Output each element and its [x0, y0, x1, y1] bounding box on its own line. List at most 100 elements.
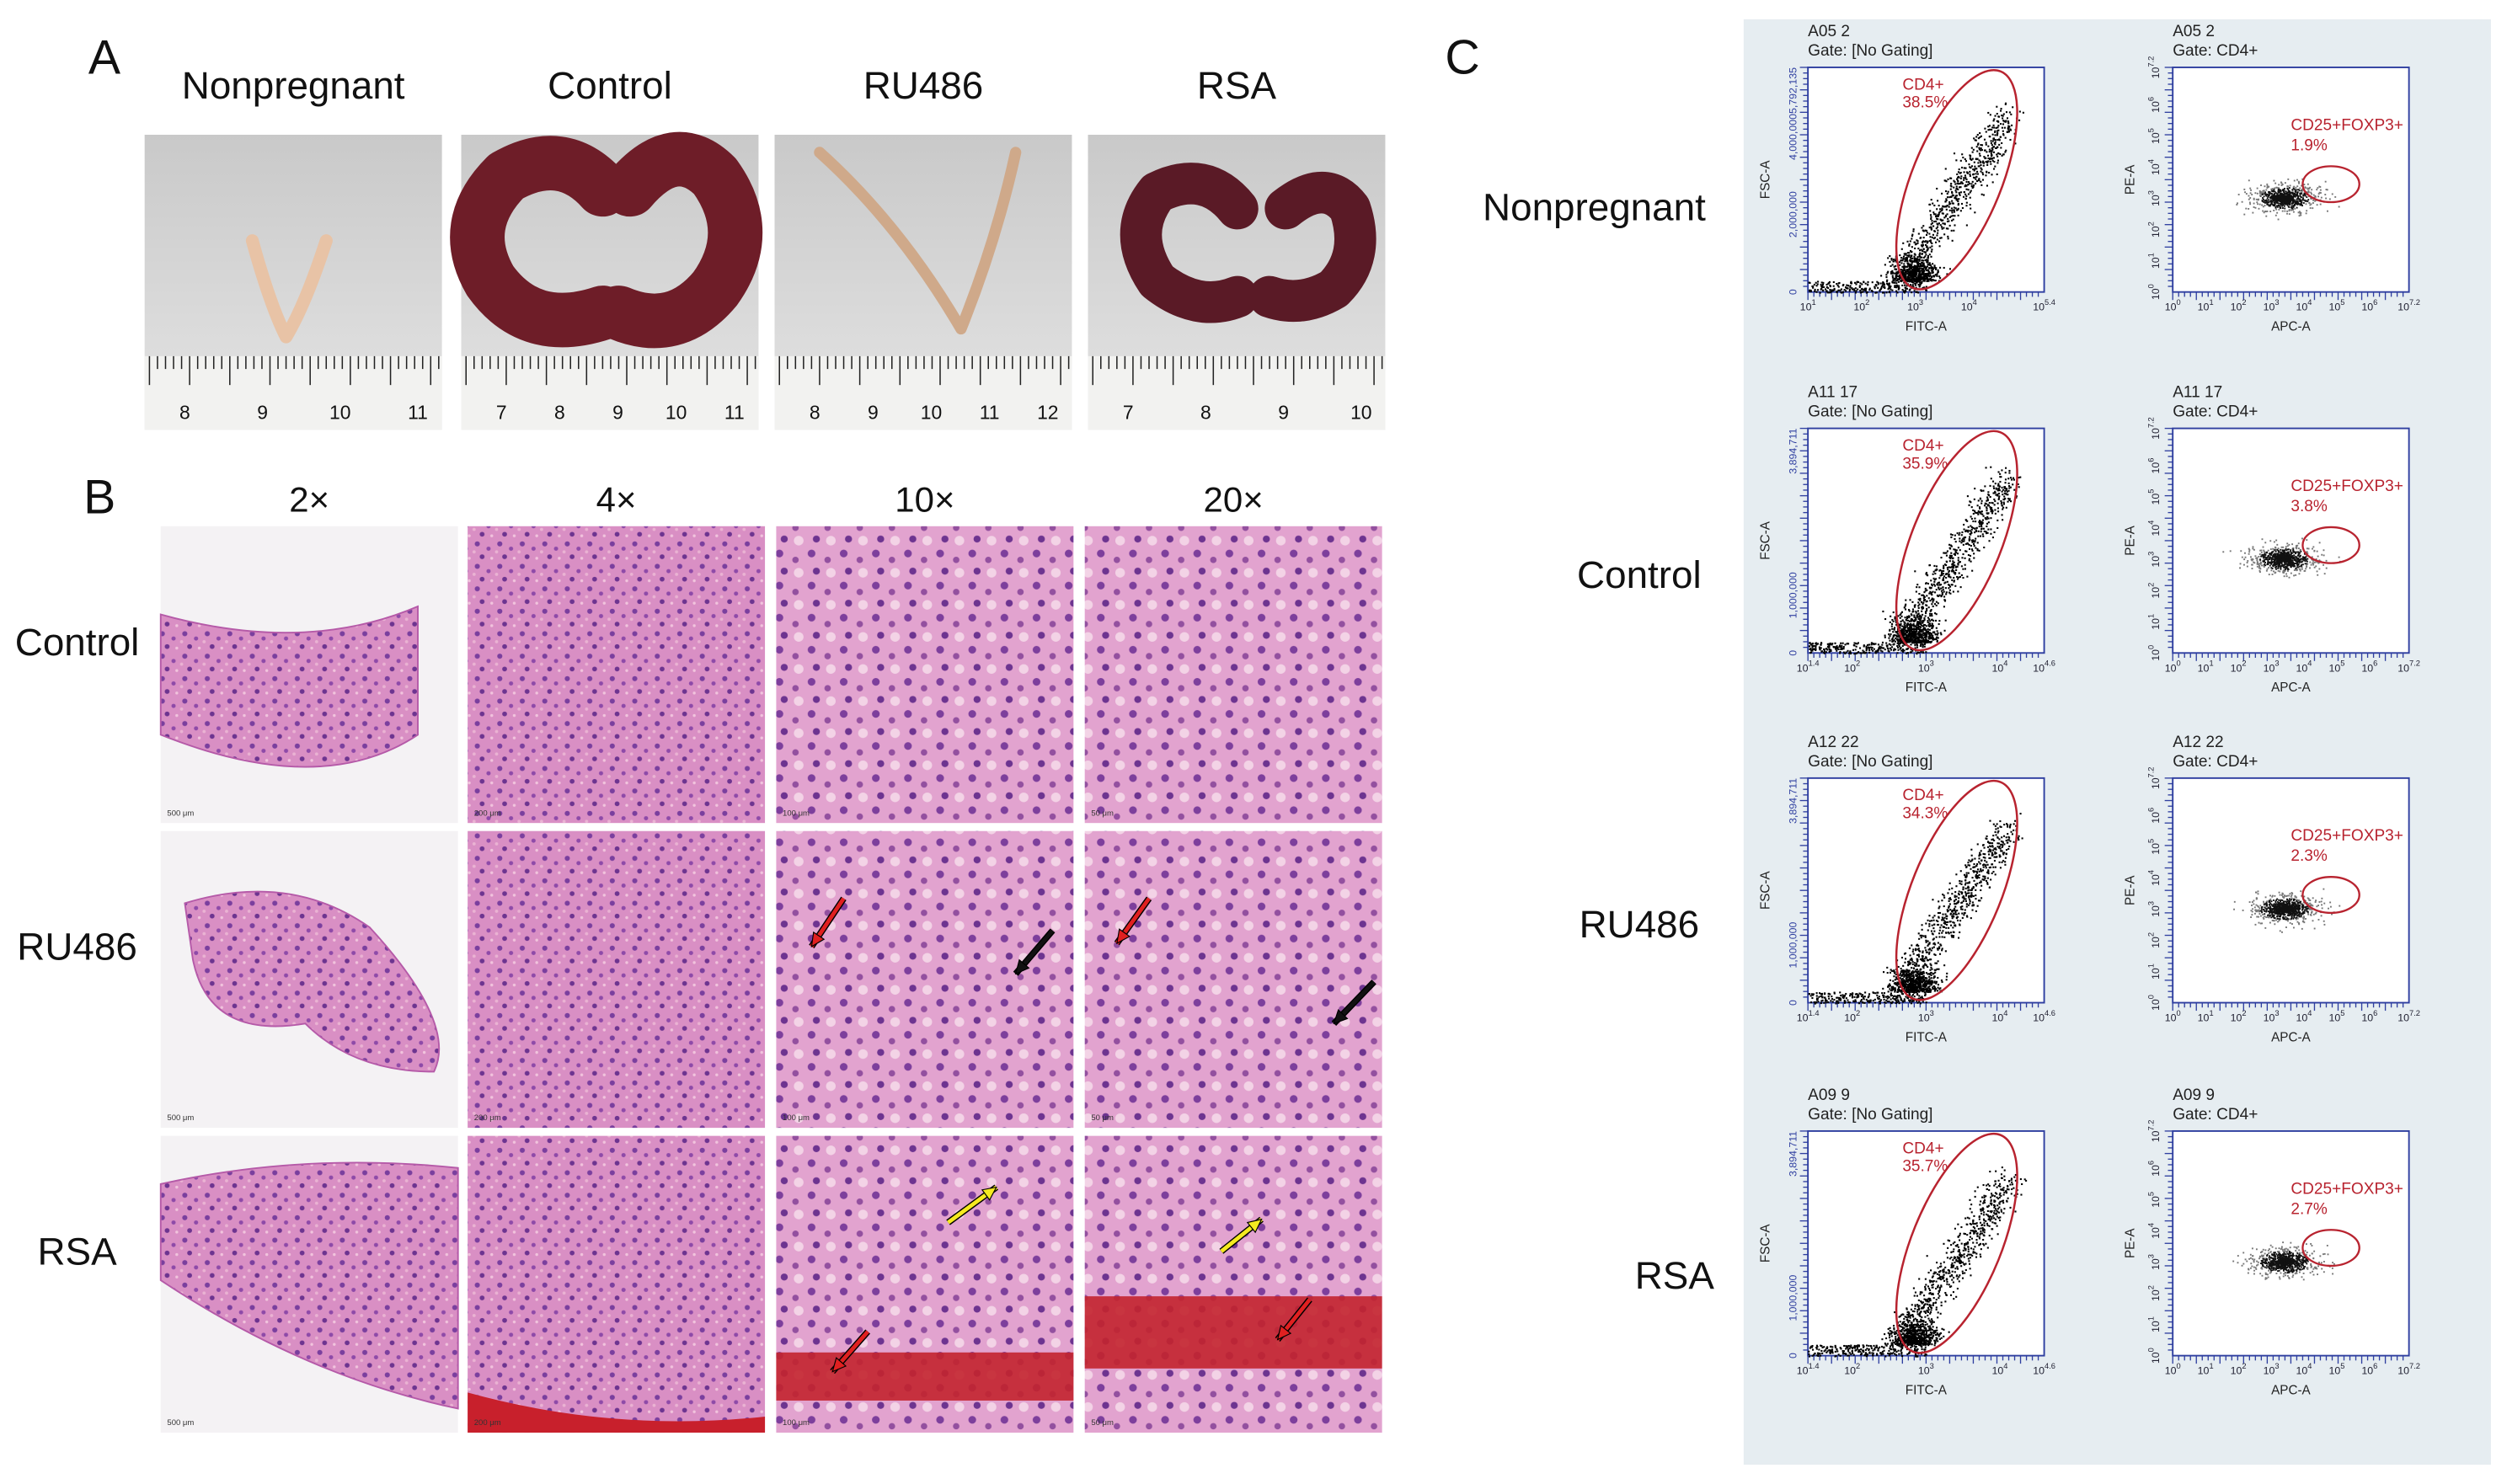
event-dot	[2284, 182, 2286, 184]
event-dot	[1918, 269, 1921, 271]
event-dot	[1926, 632, 1928, 634]
event-dot	[1974, 139, 1976, 141]
event-dot	[1970, 560, 1972, 563]
event-dot	[1891, 275, 1894, 277]
event-dot	[1941, 593, 1944, 595]
event-dot	[1902, 634, 1906, 637]
event-dot	[1948, 202, 1951, 205]
event-dot	[1927, 597, 1930, 600]
event-dot	[1922, 602, 1924, 606]
event-dot	[1841, 291, 1845, 293]
event-dot	[1929, 239, 1932, 243]
event-dot	[1899, 254, 1901, 257]
event-dot	[1918, 286, 1921, 288]
event-dot	[1938, 240, 1941, 243]
event-dot	[1947, 235, 1949, 238]
event-dot	[1933, 237, 1937, 239]
event-dot	[1862, 652, 1865, 654]
event-dot	[1911, 634, 1915, 637]
event-dot	[1988, 172, 1991, 174]
ruler-number: 8	[179, 402, 190, 424]
event-dot	[1891, 640, 1894, 643]
event-dot	[1991, 157, 1994, 160]
gate-ellipse	[2301, 165, 2360, 204]
event-dot	[1991, 133, 1994, 136]
event-dot	[1892, 611, 1895, 614]
event-dot	[1918, 621, 1921, 623]
event-dot	[1950, 554, 1953, 557]
event-dot	[1895, 290, 1898, 292]
event-dot	[2004, 482, 2007, 484]
event-dot	[2002, 503, 2005, 505]
event-dot	[1928, 612, 1932, 615]
event-dot	[1911, 630, 1914, 633]
event-dot	[1971, 180, 1974, 183]
x-tick-label: 107.2	[2397, 299, 2420, 313]
event-dot	[2274, 190, 2276, 193]
event-dot	[1997, 502, 1999, 504]
event-dot	[1922, 607, 1925, 610]
event-dot	[1995, 494, 1997, 496]
event-dot	[2287, 197, 2289, 200]
event-dot	[1908, 243, 1911, 246]
event-dot	[1925, 233, 1928, 237]
event-dot	[2282, 189, 2285, 190]
event-dot	[1931, 594, 1933, 596]
event-dot	[1863, 289, 1866, 291]
column-title: Nonpregnant	[182, 64, 405, 107]
event-dot	[1918, 592, 1921, 595]
event-dot	[1930, 583, 1933, 585]
event-dot	[1912, 642, 1915, 644]
sample-name: A11 17	[1808, 384, 1858, 402]
event-dot	[1919, 270, 1922, 272]
event-dot	[2288, 210, 2291, 212]
event-dot	[2269, 203, 2272, 206]
event-dot	[1898, 278, 1901, 280]
tick-base: 10	[2150, 101, 2162, 113]
event-dot	[1924, 587, 1927, 590]
event-dot	[1860, 288, 1863, 291]
event-dot	[1885, 276, 1888, 279]
event-dot	[1911, 260, 1914, 263]
event-dot	[1921, 622, 1923, 624]
event-dot	[1969, 196, 1971, 199]
event-dot	[1900, 269, 1902, 271]
event-dot	[2000, 123, 2002, 125]
tick-base: 10	[2150, 494, 2162, 505]
event-dot	[1973, 510, 1976, 512]
event-dot	[1888, 291, 1890, 294]
event-dot	[2002, 153, 2005, 156]
event-dot	[2001, 126, 2003, 129]
event-dot	[2262, 555, 2264, 558]
event-dot	[1971, 157, 1974, 160]
event-dot	[1986, 171, 1988, 173]
event-dot	[2301, 566, 2303, 569]
event-dot	[2300, 211, 2302, 214]
event-dot	[1911, 277, 1914, 280]
event-dot	[1828, 282, 1831, 285]
event-dot	[1916, 622, 1919, 624]
event-dot	[1894, 616, 1896, 618]
event-dot	[1891, 270, 1894, 272]
tick-base: 10	[2397, 302, 2409, 313]
event-dot	[1997, 510, 2000, 513]
event-dot	[2264, 205, 2266, 207]
event-dot	[2274, 187, 2276, 190]
event-dot	[1943, 266, 1945, 270]
event-dot	[1934, 280, 1937, 282]
event-dot	[1913, 241, 1916, 243]
event-dot	[2276, 195, 2279, 198]
event-dot	[1922, 632, 1924, 634]
event-dot	[1899, 648, 1901, 650]
event-dot	[1855, 290, 1858, 292]
event-dot	[1930, 223, 1932, 226]
event-dot	[1932, 202, 1934, 205]
event-dot	[2263, 553, 2265, 556]
event-dot	[1908, 289, 1911, 291]
x-tick-label: 104	[1992, 659, 2008, 674]
event-dot	[1928, 632, 1931, 634]
event-dot	[1900, 642, 1903, 644]
event-dot	[1923, 627, 1927, 630]
event-dot	[2256, 192, 2258, 195]
event-dot	[1932, 638, 1934, 641]
